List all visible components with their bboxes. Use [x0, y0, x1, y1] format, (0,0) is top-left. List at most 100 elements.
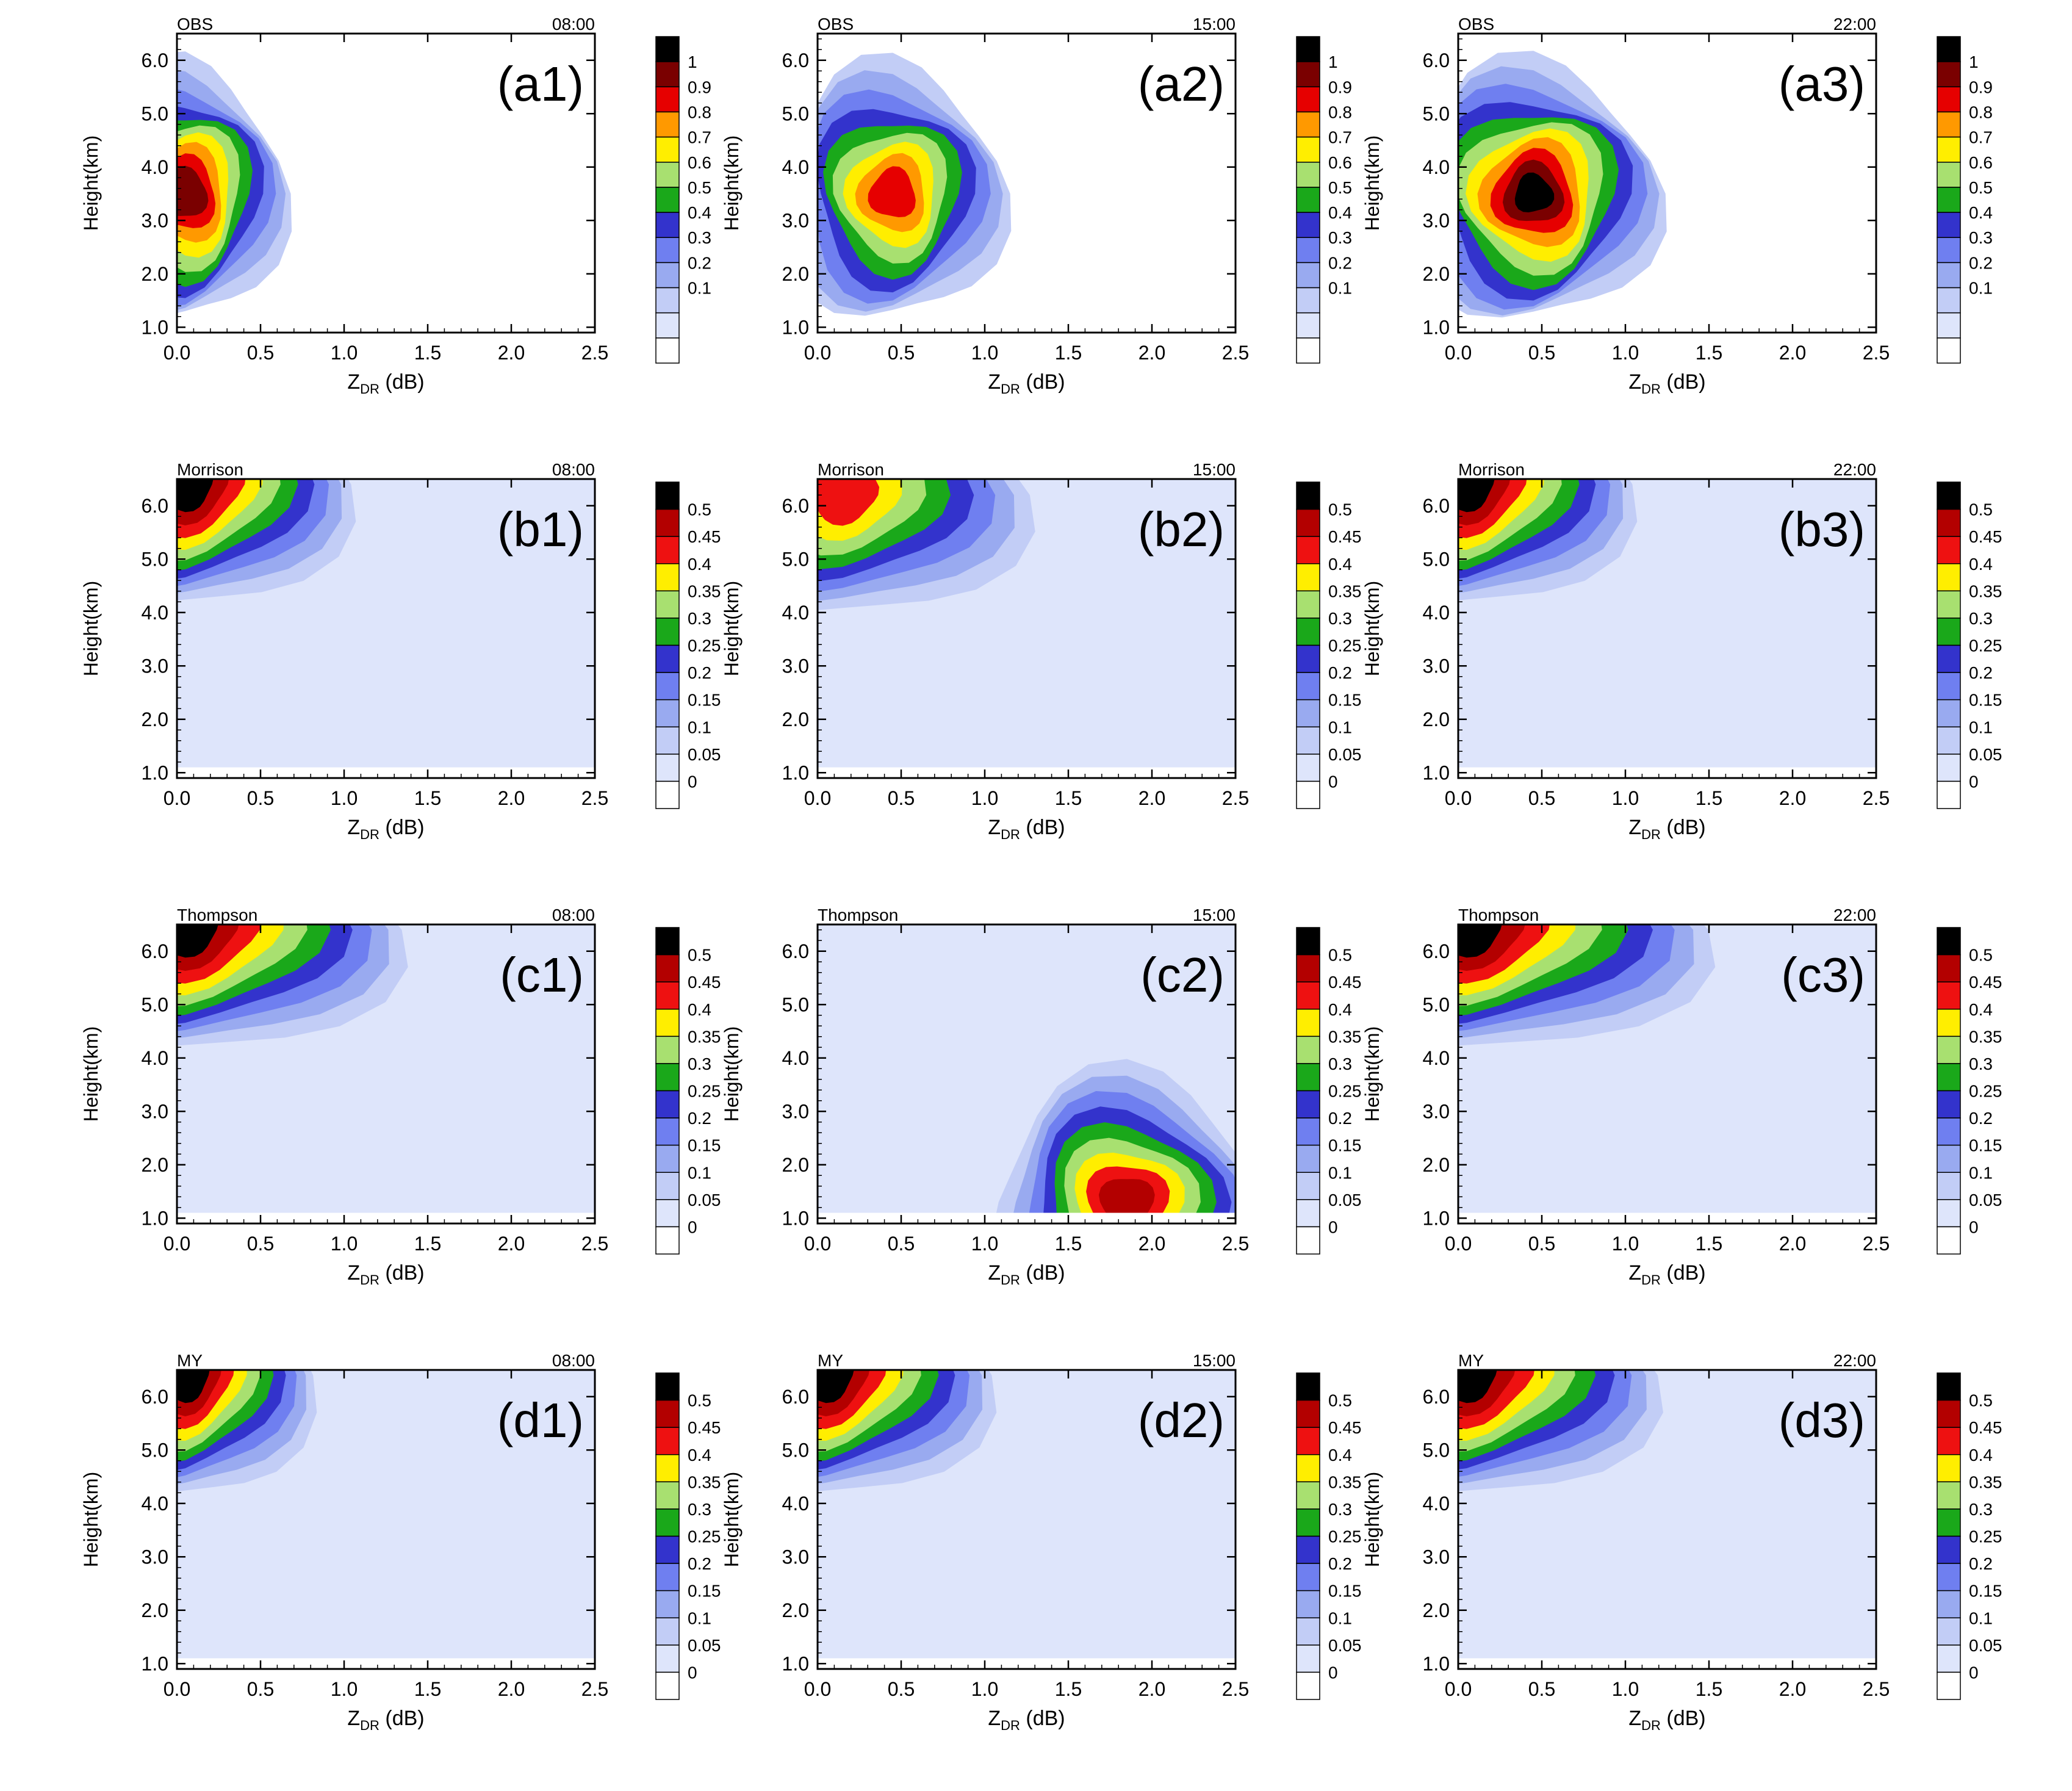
colorbar-label: 0.05	[1969, 745, 2002, 764]
y-tick-label: 5.0	[142, 1439, 168, 1461]
y-axis-label: Height(km)	[721, 1026, 743, 1122]
panel-c1: 0.0 0.5 1.0 1.5 2.0 2.5 1.0 2.0 3.0 4.0 5.0 6.0 ZDR …	[80, 906, 721, 1288]
x-axis-label: ZDR (dB)	[347, 1707, 424, 1733]
colorbar-box	[1296, 954, 1320, 982]
colorbar-label: 0.3	[688, 609, 711, 628]
y-tick-label: 6.0	[782, 49, 809, 71]
y-tick-label: 5.0	[1423, 993, 1450, 1015]
colorbar-label: 0.3	[1969, 1054, 1993, 1073]
colorbar-label: 0.1	[688, 718, 711, 737]
panel-b1: 0.0 0.5 1.0 1.5 2.0 2.5 1.0 2.0 3.0 4.0 5.0 6.0 ZDR …	[80, 460, 721, 842]
colorbar-box	[1937, 212, 1961, 238]
colorbar-label: 0.05	[1328, 745, 1362, 764]
y-tick-label: 3.0	[1423, 1100, 1450, 1122]
x-tick-label: 0.5	[247, 787, 274, 809]
colorbar-box	[655, 954, 680, 982]
colorbar-label: 0.15	[688, 1136, 721, 1155]
colorbar-box	[1296, 481, 1320, 510]
colorbar-box	[1296, 1454, 1320, 1483]
x-tick-label: 1.0	[1612, 787, 1639, 809]
x-tick-label: 0.5	[1528, 1233, 1555, 1255]
colorbar-box	[1296, 1535, 1320, 1564]
colorbar-box	[1296, 1508, 1320, 1537]
contour-band-b2-8	[818, 479, 880, 526]
colorbar-box	[1296, 287, 1320, 314]
colorbar-box	[1296, 726, 1320, 755]
colorbar-box	[1296, 1427, 1320, 1455]
colorbar-label: 0.25	[1328, 636, 1362, 655]
x-tick-label: 2.0	[1139, 1678, 1165, 1700]
y-axis-label: Height(km)	[80, 1026, 102, 1122]
colorbar-box	[1296, 1226, 1320, 1255]
y-tick-label: 2.0	[1423, 708, 1450, 730]
y-tick-label: 3.0	[782, 1546, 809, 1568]
colorbar-box	[1937, 1617, 1961, 1646]
panel-scheme: Morrison	[1458, 460, 1525, 479]
y-tick-label: 2.0	[142, 263, 168, 285]
colorbar-box	[655, 1009, 680, 1037]
x-tick-label: 2.5	[1863, 1678, 1890, 1700]
y-tick-label: 3.0	[142, 209, 168, 231]
colorbar-label: 0.45	[1969, 973, 2002, 992]
colorbar-label: 0.25	[1328, 1082, 1362, 1101]
x-tick-label: 1.0	[331, 1678, 358, 1700]
y-tick-label: 6.0	[142, 1386, 168, 1408]
panel-scheme: Morrison	[818, 460, 884, 479]
colorbar-label: 0.15	[1969, 1136, 2002, 1155]
colorbar-label: 0.15	[688, 691, 721, 710]
colorbar-box	[1937, 136, 1961, 163]
colorbar-box	[1296, 1144, 1320, 1173]
colorbar-label: 0.3	[1969, 1500, 1993, 1519]
colorbar-box	[655, 86, 680, 113]
x-tick-label: 0.0	[164, 787, 190, 809]
colorbar-box	[1296, 1617, 1320, 1646]
colorbar-label: 0.1	[688, 1163, 711, 1182]
x-tick-label: 1.0	[971, 1678, 998, 1700]
y-tick-label: 2.0	[782, 1599, 809, 1621]
colorbar-label: 0.35	[688, 1472, 721, 1491]
contour-band-c2-9	[1098, 1179, 1155, 1213]
x-tick-label: 0.0	[164, 342, 190, 364]
y-tick-label: 5.0	[782, 993, 809, 1015]
x-tick-label: 1.5	[414, 342, 441, 364]
x-tick-label: 1.5	[414, 1678, 441, 1700]
colorbar-label: 0.4	[1969, 203, 1993, 222]
colorbar-box	[1937, 927, 1961, 956]
colorbar-label: 0.25	[688, 636, 721, 655]
x-tick-label: 0.5	[247, 1233, 274, 1255]
y-axis-label: Height(km)	[80, 135, 102, 231]
contour-band-d1-10	[177, 1370, 210, 1404]
y-tick-label: 6.0	[1423, 940, 1450, 962]
x-tick-label: 0.0	[1445, 342, 1472, 364]
panel-label: (d2)	[1138, 1393, 1225, 1447]
colorbar-box	[1937, 111, 1961, 138]
y-tick-label: 4.0	[142, 156, 168, 178]
colorbar-label: 0.8	[1969, 103, 1993, 121]
x-axis-label: ZDR (dB)	[1628, 1261, 1705, 1288]
colorbar-label: 0.2	[1969, 253, 1993, 272]
colorbar-label: 0.2	[1969, 1109, 1993, 1128]
x-tick-label: 1.5	[1055, 1233, 1082, 1255]
colorbar-label: 0.6	[1328, 153, 1352, 172]
x-tick-label: 2.5	[581, 1678, 608, 1700]
colorbar-box	[1296, 508, 1320, 537]
colorbar-label: 0.05	[1969, 1191, 2002, 1209]
contour-fill-d2	[818, 1370, 1236, 1659]
plot-frame	[1457, 478, 1877, 779]
colorbar-label: 0.45	[1328, 527, 1362, 546]
colorbar-box	[1937, 1036, 1961, 1064]
colorbar-label: 0.5	[1969, 946, 1993, 965]
colorbar-label: 0.25	[1969, 1527, 2002, 1546]
colorbar-label: 0.3	[1969, 228, 1993, 247]
panel-label: (d3)	[1779, 1393, 1865, 1447]
contour-band-a3-11	[1514, 172, 1555, 212]
colorbar-label: 0.1	[688, 279, 711, 298]
panel-label: (b3)	[1779, 502, 1865, 557]
y-axis-label: Height(km)	[721, 135, 743, 231]
colorbar-label: 0.5	[1328, 946, 1352, 965]
panel-scheme: MY	[1458, 1351, 1484, 1370]
x-tick-label: 0.0	[164, 1678, 190, 1700]
y-tick-label: 1.0	[142, 762, 168, 784]
panel-label: (c1)	[500, 948, 584, 1002]
contour-fill-a1	[177, 34, 595, 322]
